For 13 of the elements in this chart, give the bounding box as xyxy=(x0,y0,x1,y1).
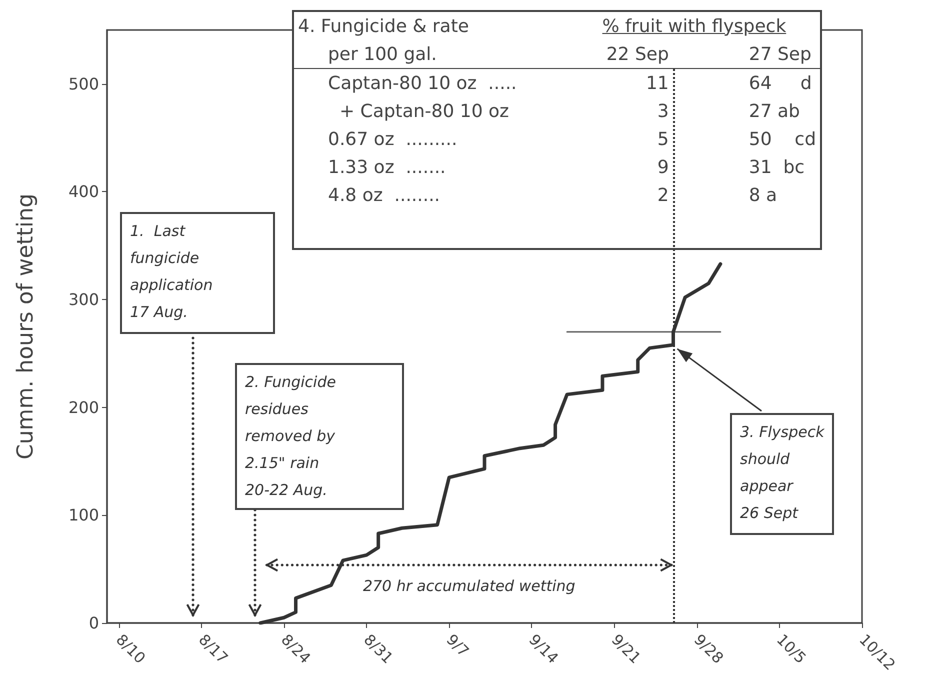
y-tick-label: 100 xyxy=(68,506,99,525)
annotation: 270 hr accumulated wetting xyxy=(362,577,576,595)
note-box: 3. Flyspeck should appear 26 Sept xyxy=(730,413,834,535)
y-tick-label: 200 xyxy=(68,398,99,417)
y-tick-label: 500 xyxy=(68,74,99,94)
y-axis-title: Cumm. hours of wetting xyxy=(14,194,38,460)
y-tick-label: 300 xyxy=(68,290,99,310)
note-box: 1. Last fungicide application 17 Aug. xyxy=(120,212,275,334)
y-tick-label: 400 xyxy=(68,182,99,202)
text: 4. Fungicide & rate % fruit with flyspeck per 100 gal. 22 Sep 27 Sep Captan-80 10 oz ..... 11 64 d + Captan-80 10 oz 3 27 ab 0.67 oz ......... 5 50 cd 1.33 oz ....... 9 31 bc 4.8 oz ........ 2 8 a xyxy=(298,16,816,206)
x-tick-label: 9/7 xyxy=(442,630,473,660)
y-tick-label: 0 xyxy=(88,614,99,632)
note-box: 2. Fungicide residues removed by 2.15" rain 20-22 Aug. xyxy=(235,363,404,510)
